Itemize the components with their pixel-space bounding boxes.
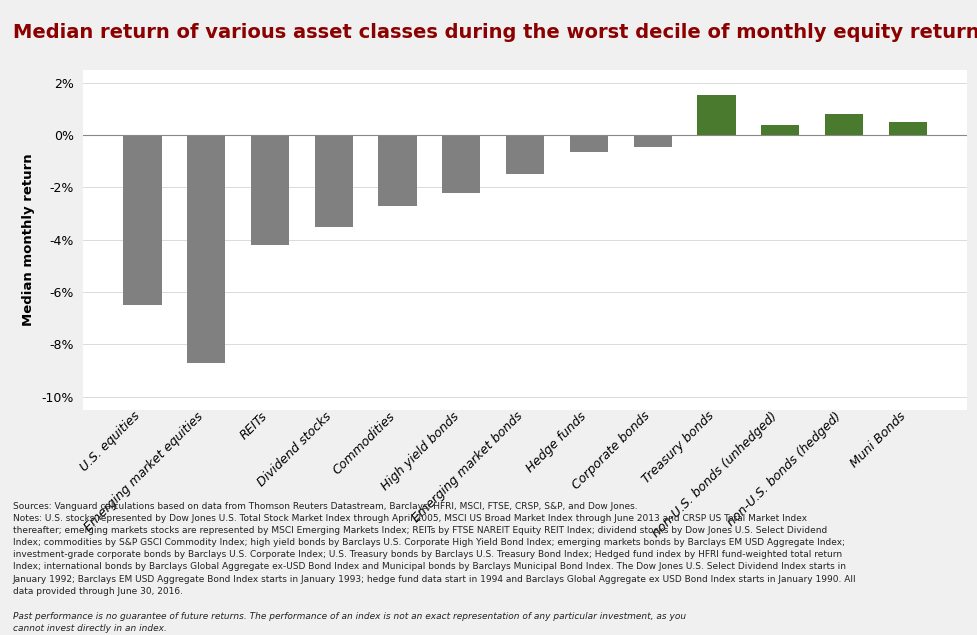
Text: Past performance is no guarantee of future returns. The performance of an index : Past performance is no guarantee of futu… xyxy=(13,612,686,633)
Text: Muni Bonds: Muni Bonds xyxy=(847,410,908,470)
Text: Median return of various asset classes during the worst decile of monthly equity: Median return of various asset classes d… xyxy=(13,22,977,41)
Text: Commodities: Commodities xyxy=(330,410,398,477)
Text: Sources: Vanguard calculations based on data from Thomson Reuters Datastream, Ba: Sources: Vanguard calculations based on … xyxy=(13,502,856,596)
Bar xyxy=(889,122,927,135)
Bar xyxy=(825,114,864,135)
Bar xyxy=(634,135,672,147)
Text: Treasury bonds: Treasury bonds xyxy=(640,410,716,486)
Text: Hedge funds: Hedge funds xyxy=(524,410,589,475)
Text: Corporate bonds: Corporate bonds xyxy=(570,410,653,492)
Bar xyxy=(570,135,608,152)
Bar xyxy=(698,95,736,135)
Bar xyxy=(506,135,544,175)
Bar xyxy=(443,135,481,192)
Text: High yield bonds: High yield bonds xyxy=(378,410,461,493)
Text: U.S. equities: U.S. equities xyxy=(77,410,143,474)
Bar xyxy=(123,135,161,305)
Text: Dividend stocks: Dividend stocks xyxy=(255,410,334,489)
Bar xyxy=(315,135,353,227)
Bar xyxy=(251,135,289,245)
Bar xyxy=(187,135,226,363)
Text: Emerging market bonds: Emerging market bonds xyxy=(409,410,526,525)
Text: Emerging market equities: Emerging market equities xyxy=(82,410,206,533)
Bar xyxy=(378,135,416,206)
Text: non-U.S. bonds (hedged): non-U.S. bonds (hedged) xyxy=(725,410,844,528)
Y-axis label: Median monthly return: Median monthly return xyxy=(21,154,35,326)
Text: REITs: REITs xyxy=(237,410,270,442)
Text: non-U.S. bonds (unhedged): non-U.S. bonds (unhedged) xyxy=(650,410,781,540)
Bar xyxy=(761,124,799,135)
